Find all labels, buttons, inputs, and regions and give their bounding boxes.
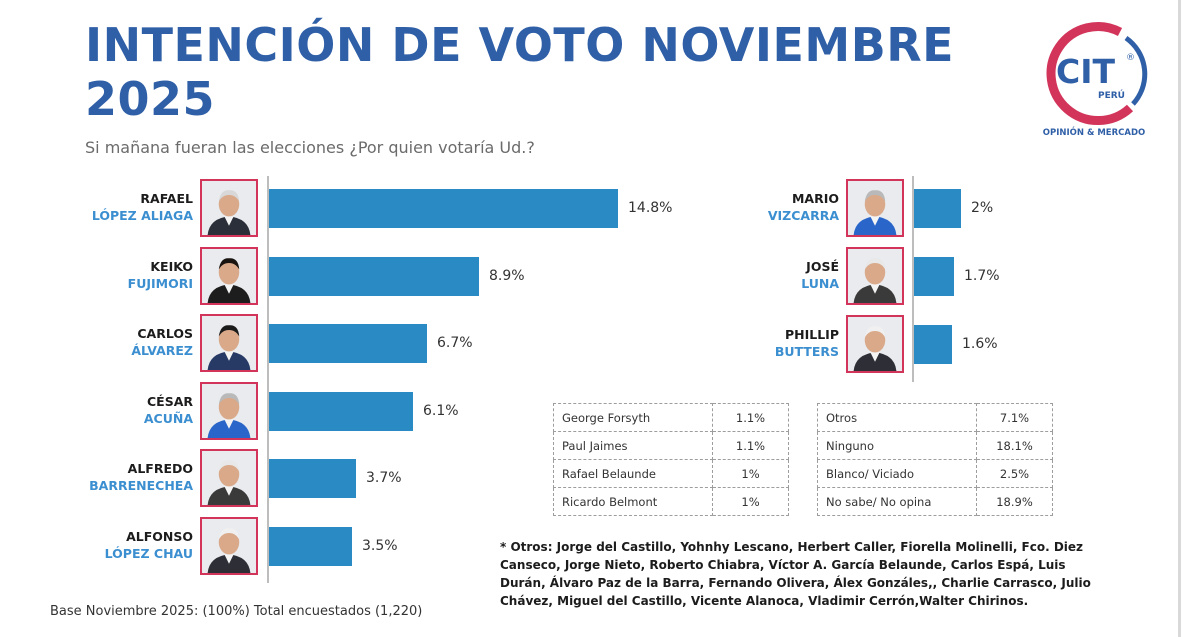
vote-bar bbox=[269, 526, 352, 566]
candidate-first-name: CARLOS bbox=[137, 326, 193, 341]
table-row: Paul Jaimes 1.1% bbox=[553, 431, 789, 460]
vote-bar-label: 14.8% bbox=[628, 200, 673, 216]
candidate-photo bbox=[846, 179, 904, 237]
candidate-photo bbox=[846, 315, 904, 373]
table-row: Blanco/ Viciado 2.5% bbox=[817, 459, 1053, 488]
vote-bar-label: 2% bbox=[971, 200, 994, 216]
base-note: Base Noviembre 2025: (100%) Total encues… bbox=[50, 604, 423, 619]
vote-bar-label: 6.1% bbox=[423, 402, 459, 419]
page-subtitle: Si mañana fueran las elecciones ¿Por qui… bbox=[85, 138, 535, 157]
table-cell-value: 7.1% bbox=[976, 403, 1053, 432]
candidate-first-name: PHILLIP bbox=[784, 327, 839, 342]
logo-text: CIT bbox=[1056, 52, 1115, 91]
logo-registered: ® bbox=[1126, 53, 1135, 63]
table-row: No sabe/ No opina 18.9% bbox=[817, 487, 1053, 516]
table-cell-value: 2.5% bbox=[976, 459, 1053, 488]
candidate-first-name: RAFAEL bbox=[140, 191, 193, 206]
logo-country: PERÚ bbox=[1098, 89, 1125, 101]
table-cell-name: Paul Jaimes bbox=[553, 431, 713, 460]
bar-axis bbox=[267, 176, 269, 583]
candidate-first-name: JOSÉ bbox=[806, 259, 839, 274]
candidate-name: PHILLIP BUTTERS bbox=[709, 326, 839, 360]
bar-axis bbox=[912, 176, 914, 382]
vote-bar bbox=[914, 257, 954, 296]
vote-bar-label: 3.5% bbox=[362, 537, 398, 554]
candidate-name: ALFONSO LÓPEZ CHAU bbox=[63, 528, 193, 562]
candidate-name: RAFAEL LÓPEZ ALIAGA bbox=[63, 190, 193, 224]
candidate-last-name: LÓPEZ ALIAGA bbox=[91, 208, 193, 223]
vote-bar bbox=[914, 325, 952, 364]
vote-bar-label: 6.7% bbox=[437, 335, 473, 351]
table-row: Ninguno 18.1% bbox=[817, 431, 1053, 460]
page-title: INTENCIÓN DE VOTO NOVIEMBRE 2025 bbox=[85, 18, 955, 126]
candidate-last-name: VIZCARRA bbox=[767, 208, 839, 223]
table-row: George Forsyth 1.1% bbox=[553, 403, 789, 432]
table-row: Ricardo Belmont 1% bbox=[553, 487, 789, 516]
vote-bar bbox=[269, 324, 427, 363]
table-cell-value: 1.1% bbox=[712, 431, 789, 460]
candidate-photo bbox=[200, 381, 258, 440]
candidate-last-name: BARRENECHEA bbox=[89, 478, 193, 493]
table-cell-name: Otros bbox=[817, 403, 977, 432]
table-cell-value: 1% bbox=[712, 487, 789, 516]
right-frame-line bbox=[1178, 0, 1181, 637]
candidate-first-name: ALFREDO bbox=[127, 461, 193, 476]
candidate-last-name: ÁLVAREZ bbox=[131, 343, 193, 358]
candidate-name: MARIO VIZCARRA bbox=[709, 190, 839, 224]
candidate-first-name: MARIO bbox=[791, 191, 839, 206]
table-cell-value: 18.9% bbox=[976, 487, 1053, 516]
table-cell-name: No sabe/ No opina bbox=[817, 487, 977, 516]
candidate-last-name: FUJIMORI bbox=[127, 275, 193, 291]
vote-bar bbox=[269, 391, 413, 431]
vote-bar bbox=[914, 189, 961, 228]
candidate-name: ALFREDO BARRENECHEA bbox=[63, 460, 193, 494]
cit-logo: CIT ® PERÚ bbox=[1040, 20, 1150, 145]
candidate-photo bbox=[200, 179, 258, 237]
candidate-name: KEIKO FUJIMORI bbox=[63, 258, 193, 292]
logo-tagline: OPINIÓN & MERCADO bbox=[1042, 128, 1146, 138]
table-cell-name: Ninguno bbox=[817, 431, 977, 460]
candidate-photo bbox=[200, 314, 258, 372]
candidate-last-name: ACUÑA bbox=[143, 410, 193, 426]
table-cell-name: Rafael Belaunde bbox=[553, 459, 713, 488]
candidate-photo bbox=[200, 449, 258, 507]
table-cell-name: Ricardo Belmont bbox=[553, 487, 713, 516]
vote-bar-label: 3.7% bbox=[366, 470, 402, 486]
table-cell-value: 1% bbox=[712, 459, 789, 488]
table-cell-value: 1.1% bbox=[712, 403, 789, 432]
vote-bar-label: 8.9% bbox=[489, 267, 525, 284]
candidate-photo bbox=[846, 247, 904, 305]
candidate-last-name: BUTTERS bbox=[774, 344, 839, 359]
footnote-others: * Otros: Jorge del Castillo, Yohnhy Lesc… bbox=[500, 540, 1091, 608]
vote-bar bbox=[269, 189, 618, 228]
candidate-first-name: ALFONSO bbox=[126, 528, 193, 544]
candidate-name: CÉSAR ACUÑA bbox=[63, 393, 193, 427]
candidate-photo bbox=[200, 516, 258, 575]
vote-bar-label: 1.7% bbox=[964, 268, 1000, 284]
table-row: Otros 7.1% bbox=[817, 403, 1053, 432]
candidate-name: CARLOS ÁLVAREZ bbox=[63, 325, 193, 359]
vote-bar bbox=[269, 256, 479, 296]
table-cell-name: Blanco/ Viciado bbox=[817, 459, 977, 488]
vote-bar-label: 1.6% bbox=[962, 336, 998, 352]
table-row: Rafael Belaunde 1% bbox=[553, 459, 789, 488]
candidate-first-name: KEIKO bbox=[150, 258, 193, 274]
candidate-last-name: LUNA bbox=[801, 276, 839, 291]
candidate-photo bbox=[200, 246, 258, 305]
candidate-last-name: LÓPEZ CHAU bbox=[104, 545, 193, 561]
vote-bar bbox=[269, 459, 356, 498]
others-candidates-table: George Forsyth 1.1% Paul Jaimes 1.1% Rafael … bbox=[553, 403, 789, 516]
candidate-first-name: CÉSAR bbox=[146, 393, 193, 409]
table-cell-value: 18.1% bbox=[976, 431, 1053, 460]
others-summary-table: Otros 7.1% Ninguno 18.1% Blanco/ Viciado 2.5%… bbox=[817, 403, 1053, 516]
table-cell-name: George Forsyth bbox=[553, 403, 713, 432]
candidate-name: JOSÉ LUNA bbox=[709, 258, 839, 292]
